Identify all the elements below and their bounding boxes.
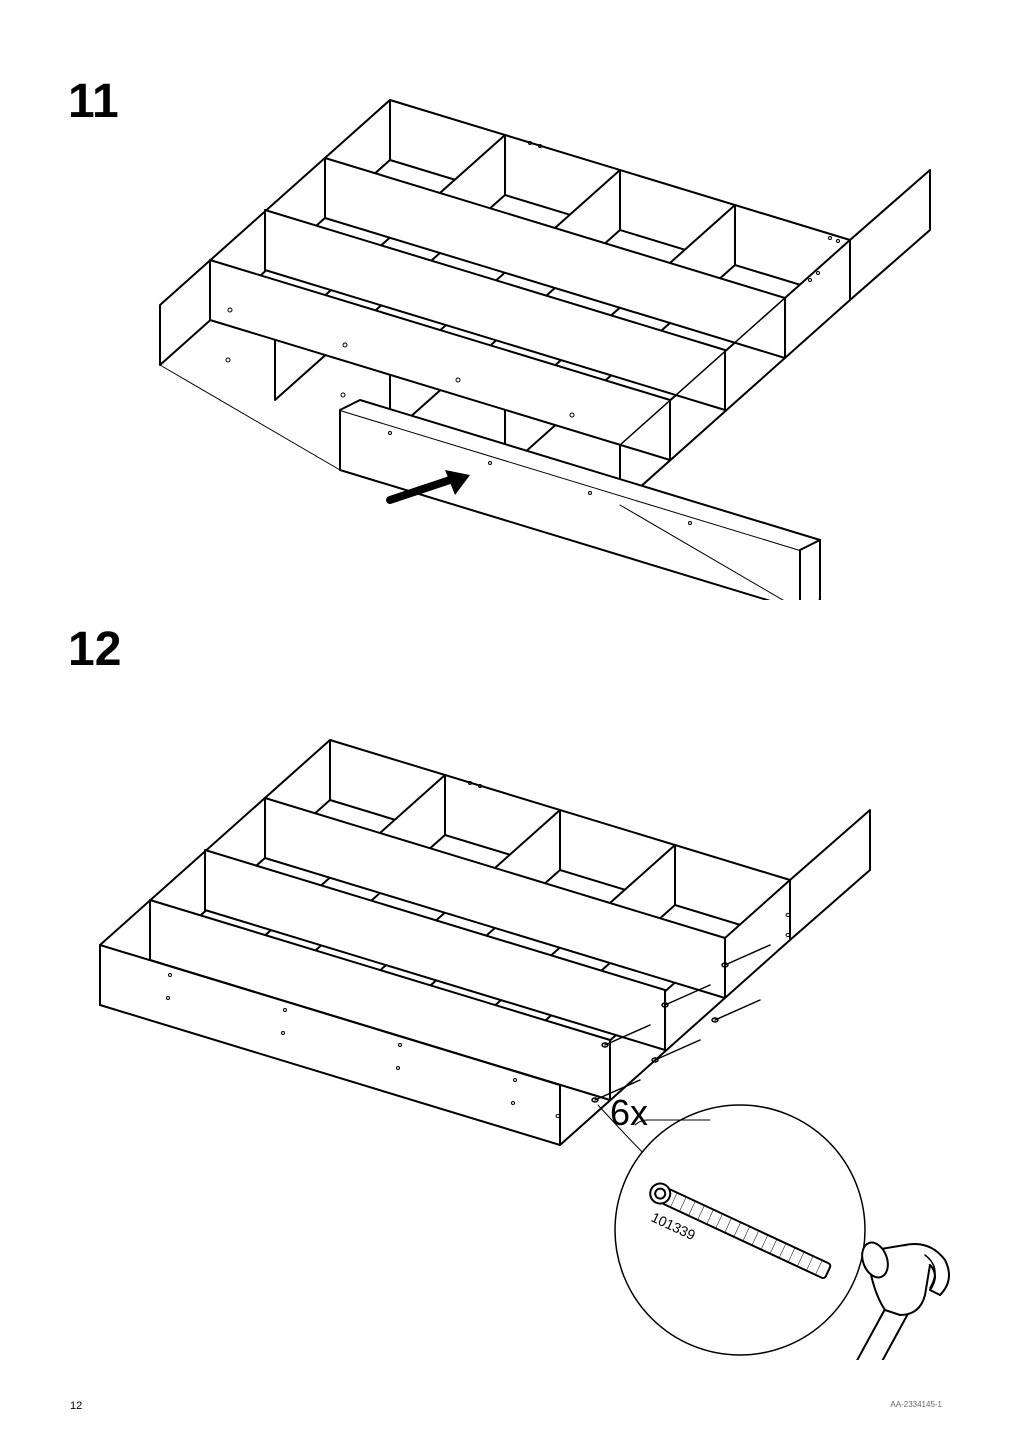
page-number: 12	[70, 1400, 82, 1412]
quantity-label: 6x	[610, 1092, 648, 1134]
page-footer: 12 AA-2334145-1	[0, 1400, 1012, 1412]
step-12-number: 12	[68, 622, 121, 677]
step-11-diagram	[110, 60, 940, 600]
document-id: AA-2334145-1	[890, 1400, 942, 1412]
step-12-diagram	[50, 700, 970, 1360]
